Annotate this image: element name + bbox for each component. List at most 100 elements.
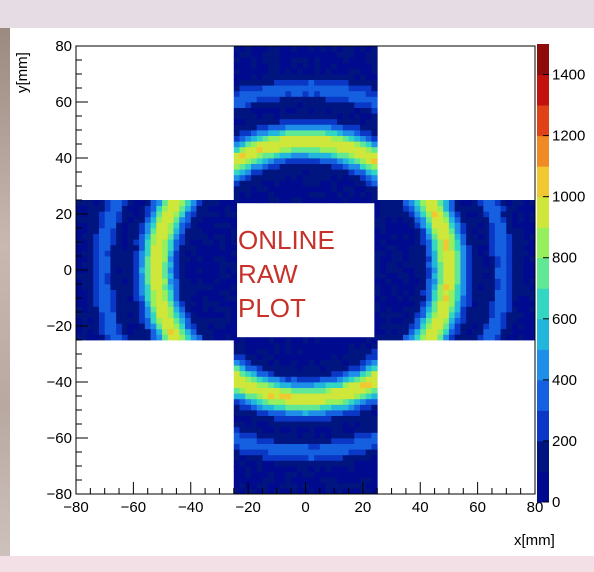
heatmap-cell [268,68,275,75]
heatmap-cell [302,124,309,131]
heatmap-cell [219,317,226,324]
colorbar-swatch [537,349,549,381]
heatmap-cell [116,200,123,206]
heatmap-cell [156,328,163,335]
heatmap-cell [371,51,378,58]
heatmap-cell [506,312,513,318]
heatmap-cell [385,289,392,296]
heatmap-cell [207,334,215,341]
heatmap-cell [374,267,381,274]
heatmap-cell [179,244,186,251]
heatmap-cell [319,74,326,80]
heatmap-cell [245,398,252,405]
heatmap-cell [285,180,292,187]
heatmap-cell [256,62,263,69]
heatmap-cell [331,107,338,114]
heatmap-cell [523,289,530,296]
heatmap-cell [354,482,361,489]
heatmap-cell [477,239,484,246]
heatmap-cell [245,146,252,153]
heatmap-cell [150,211,157,218]
heatmap-cell [365,466,372,472]
heatmap-cell [262,90,269,97]
colorbar-swatch [537,440,549,472]
heatmap-cell [331,68,338,75]
heatmap-cell [139,239,146,246]
heatmap-cell [348,337,355,344]
heatmap-cell [268,348,275,355]
heatmap-cell [391,300,398,307]
heatmap-cell [314,415,321,422]
heatmap-cell [268,426,275,433]
heatmap-cell [512,205,519,212]
heatmap-cell [342,51,349,58]
heatmap-cell [342,382,349,388]
heatmap-cell [374,216,381,223]
heatmap-cell [308,51,315,58]
heatmap-cell [262,197,269,204]
heatmap-cell [471,278,479,285]
heatmap-cell [245,337,252,344]
heatmap-cell [319,51,326,58]
heatmap-cell [337,68,344,75]
heatmap-cell [319,113,326,120]
heatmap-cell [374,328,381,335]
heatmap-cell [167,323,174,330]
heatmap-cell [466,300,473,307]
heatmap-cell [76,250,83,257]
heatmap-cell [225,323,232,330]
heatmap-cell [397,211,404,218]
heatmap-cell [233,488,240,495]
heatmap-cell [250,141,258,148]
heatmap-cell [414,211,421,218]
heatmap-cell [110,312,117,318]
heatmap-cell [296,169,304,176]
heatmap-cell [104,300,111,307]
heatmap-cell [308,426,315,433]
heatmap-cell [391,323,398,330]
heatmap-cell [348,169,355,176]
heatmap-cell [529,256,536,262]
heatmap-cell [489,256,496,262]
heatmap-cell [348,342,355,349]
colorbar-tick-label: 600 [552,311,577,328]
heatmap-cell [98,261,106,268]
heatmap-cell [454,278,461,285]
heatmap-cell [403,205,410,212]
heatmap-cell [256,152,263,159]
heatmap-cell [365,79,372,86]
heatmap-cell [291,421,298,428]
heatmap-cell [127,289,134,296]
heatmap-cell [81,328,88,335]
heatmap-cell [233,79,240,86]
heatmap-cell [291,410,298,416]
heatmap-cell [144,328,151,335]
heatmap-cell [245,174,252,181]
heatmap-cell [403,228,410,234]
heatmap-cell [296,124,304,131]
heatmap-cell [403,239,410,246]
heatmap-cell [342,46,349,52]
heatmap-cell [325,79,332,86]
heatmap-cell [308,124,315,131]
heatmap-cell [483,228,490,234]
heatmap-cell [279,141,286,148]
heatmap-cell [471,261,479,268]
heatmap-cell [250,197,258,204]
heatmap-cell [454,306,461,313]
heatmap-cell [279,102,286,108]
heatmap-cell [285,158,292,164]
heatmap-cell [314,90,321,97]
heatmap-cell [342,348,349,355]
heatmap-cell [213,216,220,223]
heatmap-cell [365,359,372,366]
heatmap-cell [391,216,398,223]
heatmap-cell [76,300,83,307]
heatmap-cell [337,460,344,467]
heatmap-cell [454,261,461,268]
heatmap-cell [365,102,372,108]
heatmap-cell [285,107,292,114]
heatmap-cell [104,278,111,285]
annotation-line-3: PLOT [238,293,306,323]
heatmap-cell [273,482,281,489]
